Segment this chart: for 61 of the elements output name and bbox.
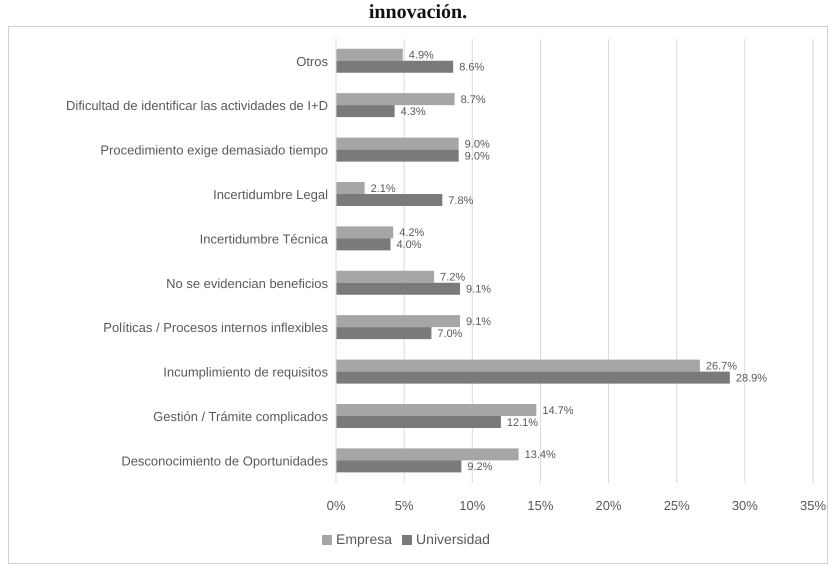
bar (336, 194, 442, 206)
data-label: 8.6% (459, 62, 484, 74)
data-label: 9.0% (464, 138, 490, 150)
bar (336, 60, 454, 73)
y-tick-label: Desconocimiento de Oportunidades (121, 453, 328, 468)
data-label: 4.3% (400, 106, 426, 118)
legend-label: Empresa (336, 531, 392, 547)
chart-title: innovación. (368, 0, 468, 24)
y-tick-label: Políticas / Procesos internos inflexibles (103, 320, 328, 336)
data-label: 12.1% (506, 416, 538, 429)
y-tick-label: Procedimiento exige demasiado tiempo (100, 142, 328, 158)
bar (336, 416, 501, 428)
data-label: 7.2% (440, 272, 466, 284)
bar (336, 93, 455, 106)
data-label: 7.8% (448, 194, 474, 207)
bar (336, 226, 394, 238)
data-label: 28.9% (736, 372, 768, 384)
bar (336, 138, 459, 150)
bar (336, 238, 391, 250)
y-tick-label: No se evidencian beneficios (166, 276, 328, 291)
bar (336, 448, 519, 460)
x-tick-label: 30% (732, 498, 758, 514)
bar (336, 150, 459, 162)
bar (336, 404, 536, 416)
data-label: 9.0% (464, 150, 490, 162)
bar (336, 105, 395, 118)
data-label: 4.9% (408, 50, 434, 62)
bar (336, 460, 462, 472)
bar (336, 372, 730, 384)
legend-label: Universidad (416, 531, 490, 547)
data-label: 4.0% (396, 239, 422, 252)
data-label: 9.2% (467, 461, 493, 474)
data-label: 14.7% (542, 404, 574, 417)
x-tick-label: 0% (326, 498, 346, 514)
data-label: 4.2% (399, 227, 425, 240)
y-tick-label: Incertidumbre Legal (213, 187, 328, 202)
x-tick-label: 15% (527, 498, 554, 514)
data-label: 7.0% (437, 328, 463, 340)
bar (336, 270, 434, 283)
y-tick-label: Incertidumbre Técnica (200, 231, 329, 246)
data-label: 26.7% (706, 360, 738, 372)
bar (336, 327, 432, 340)
y-tick-label: Dificultad de identificar las actividades de I+D (66, 98, 328, 114)
data-label: 9.1% (466, 284, 492, 296)
x-tick-label: 25% (664, 498, 690, 514)
x-tick-label: 10% (459, 498, 486, 514)
data-label: 8.7% (460, 94, 486, 106)
bar (336, 315, 460, 328)
y-tick-label: Otros (296, 54, 328, 69)
bar (336, 282, 460, 295)
bar (336, 182, 365, 194)
data-label: 13.4% (524, 449, 556, 462)
x-tick-label: 35% (800, 498, 826, 514)
bar (336, 360, 700, 372)
data-label: 9.1% (466, 316, 492, 328)
bar (336, 48, 403, 61)
data-label: 2.1% (370, 182, 396, 195)
x-tick-label: 5% (394, 498, 414, 514)
y-tick-label: Incumplimiento de requisitos (163, 364, 328, 380)
x-tick-label: 20% (596, 498, 622, 514)
y-tick-label: Gestión / Trámite complicados (153, 409, 328, 424)
